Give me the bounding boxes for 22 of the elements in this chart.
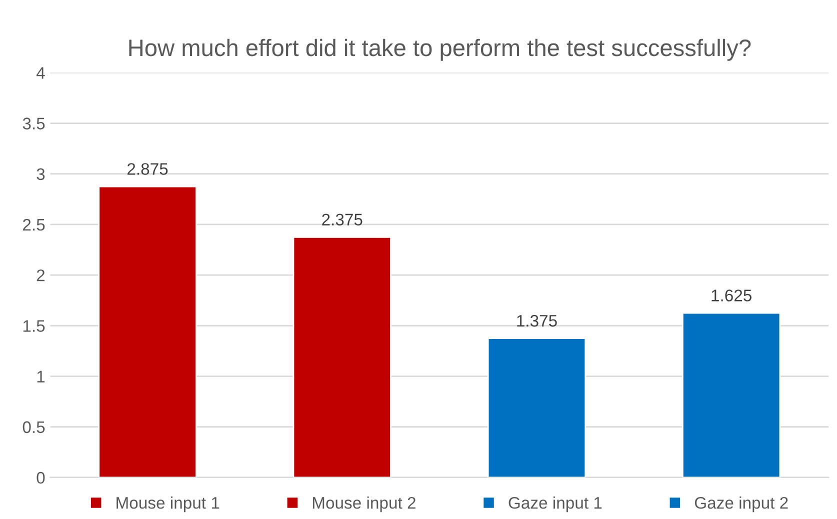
y-tick-label: 0 — [36, 472, 45, 484]
y-tick-label: 2 — [36, 269, 45, 282]
y-tick-label: 1.5 — [23, 320, 45, 332]
y-tick-label: 0.5 — [22, 421, 45, 434]
y-tick-label: 2.5 — [23, 218, 45, 231]
legend-label: Gaze input 1 — [508, 496, 602, 512]
legend-label: Mouse input 1 — [116, 496, 220, 512]
bar — [682, 312, 781, 478]
y-tick-label: 1 — [37, 370, 45, 382]
legend-label: Gaze input 2 — [694, 496, 788, 512]
legend-label: Mouse input 2 — [312, 496, 416, 512]
data-label: 1.625 — [712, 290, 752, 302]
bar — [292, 236, 392, 478]
y-tick-label: 3.5 — [22, 118, 45, 130]
data-label: 2.375 — [322, 214, 362, 226]
y-tick-label: 3 — [36, 168, 45, 180]
chart-title: How much effort did it take to perform the test successfully? — [129, 38, 751, 61]
data-label: 2.875 — [128, 163, 168, 175]
y-tick-label: 4 — [36, 67, 45, 79]
data-label: 1.375 — [517, 314, 557, 327]
bar — [98, 186, 197, 478]
bar — [487, 338, 586, 478]
